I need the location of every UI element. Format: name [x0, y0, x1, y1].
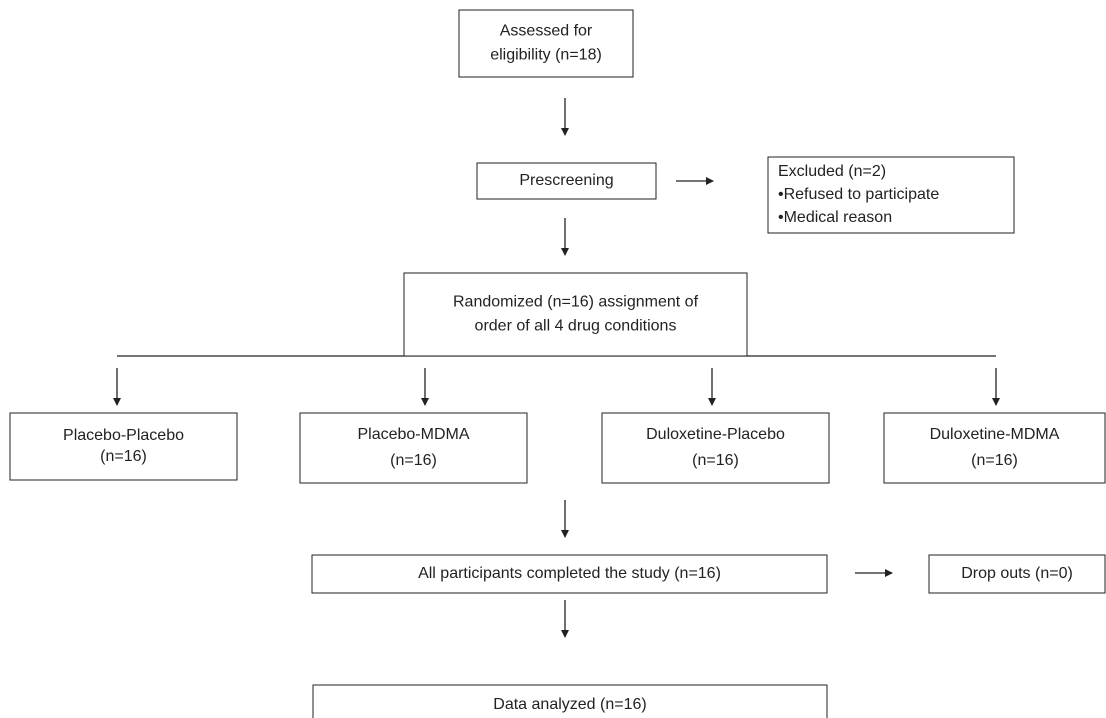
node-box: Data analyzed (n=16) — [312, 684, 828, 718]
box — [476, 162, 657, 200]
node-label: Duloxetine-Placebo — [646, 426, 785, 443]
node-label: (n=16) — [390, 452, 437, 469]
node-label: order of all 4 drug conditions — [475, 318, 677, 335]
node-box: Duloxetine-MDMA (n=16) — [883, 412, 1106, 484]
node-label: •Refused to participate — [778, 186, 939, 203]
box — [311, 554, 828, 594]
node-box: Duloxetine-Placebo (n=16) — [601, 412, 830, 484]
node-box: Assessed for eligibility (n=18) — [458, 9, 634, 78]
node-box: Randomized (n=16) assignment of order of … — [403, 272, 748, 357]
node-label: Prescreening — [519, 172, 613, 189]
box — [403, 272, 748, 357]
node-label: (n=16) — [692, 452, 739, 469]
box — [928, 554, 1106, 594]
node-label: Excluded (n=2) — [778, 163, 886, 180]
box — [458, 9, 634, 78]
box — [767, 156, 1015, 234]
node-label: Duloxetine-MDMA — [930, 426, 1060, 443]
box — [883, 412, 1106, 484]
node-box: All participants completed the study (n=… — [311, 554, 828, 594]
node-label: Randomized (n=16) assignment of — [453, 294, 699, 311]
box — [299, 412, 528, 484]
node-label: Placebo-Placebo — [63, 427, 184, 444]
box — [601, 412, 830, 484]
node-label: (n=16) — [971, 452, 1018, 469]
node-label: eligibility (n=18) — [490, 47, 602, 64]
node-label: Data analyzed (n=16) — [493, 696, 646, 713]
node-box: Placebo-MDMA (n=16) — [299, 412, 528, 484]
box — [312, 684, 828, 718]
node-box: Drop outs (n=0) — [928, 554, 1106, 594]
node-box: Excluded (n=2) •Refused to participate •Me… — [767, 156, 1015, 234]
node-label: Assessed for — [500, 23, 593, 40]
node-label: •Medical reason — [778, 209, 892, 226]
node-label: All participants completed the study (n=… — [418, 565, 721, 582]
node-label: Placebo-MDMA — [357, 426, 469, 443]
box — [9, 412, 238, 481]
node-box: Prescreening — [476, 162, 657, 200]
node-label: Drop outs (n=0) — [961, 565, 1073, 582]
node-box: Placebo-Placebo (n=16) — [9, 412, 238, 481]
node-label: (n=16) — [100, 448, 147, 465]
